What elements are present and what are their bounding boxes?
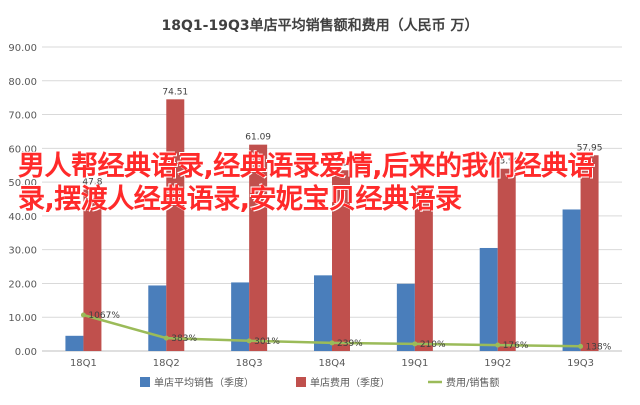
ratio-label: 383%: [171, 334, 197, 344]
y-tick-label: 90.00: [8, 43, 37, 54]
bar: [166, 99, 185, 351]
ratio-label: 138%: [586, 342, 612, 352]
bar: [148, 285, 167, 351]
ratio-point: [329, 340, 335, 346]
ratio-point: [495, 342, 501, 348]
x-tick-label: 19Q3: [567, 358, 594, 369]
y-tick-label: 80.00: [8, 77, 37, 88]
x-tick-label: 18Q4: [319, 358, 346, 369]
bar: [65, 335, 84, 351]
bar: [314, 275, 332, 351]
ratio-point: [578, 343, 584, 349]
bar: [332, 170, 350, 351]
legend-swatch: [296, 377, 306, 387]
ratio-label: 239%: [337, 339, 363, 349]
y-tick-label: 40.00: [8, 212, 37, 223]
bar-data-label: 74.51: [162, 87, 188, 97]
y-tick-label: 70.00: [8, 111, 37, 122]
y-tick-label: 60.00: [8, 144, 37, 155]
bar: [83, 189, 102, 351]
legend-swatch: [140, 377, 150, 387]
overlay-text: 男人帮经典语录,经典语录爱情,后来的我们经典语录,摆渡人经典语录,安妮宝贝经典语…: [18, 151, 595, 215]
bar-data-label: 57.95: [577, 143, 603, 153]
x-tick-label: 19Q2: [484, 358, 511, 369]
x-tick-label: 18Q1: [70, 358, 97, 369]
bar-data-label: 53.96: [494, 157, 520, 167]
bar: [396, 283, 415, 351]
legend-label: 单店费用（季度）: [310, 376, 390, 389]
y-tick-label: 20.00: [8, 279, 37, 290]
bar: [231, 282, 250, 351]
legend-label: 费用/销售额: [446, 376, 499, 389]
y-tick-label: 0.00: [15, 347, 37, 358]
x-tick-label: 18Q3: [236, 358, 263, 369]
ratio-label: 210%: [420, 340, 446, 350]
bar-data-label: 53.51: [328, 158, 354, 168]
bar-data-labels: 47.8 74.51 61.09 53.51 53.96 57.95: [82, 87, 602, 187]
x-tick-label: 18Q2: [153, 358, 180, 369]
ratio-point: [246, 338, 252, 344]
ratio-line: 1067% 383% 301% 239% 210% 176% 138%: [80, 311, 612, 352]
bar: [414, 188, 433, 351]
ratio-label: 176%: [503, 341, 529, 351]
ratio-label: 1067%: [88, 311, 120, 321]
legend-label: 单店平均销售（季度）: [154, 376, 254, 389]
y-tick-label: 10.00: [8, 313, 37, 324]
bar: [249, 144, 268, 351]
ratio-point: [163, 335, 169, 341]
chart-title: 18Q1-19Q3单店平均销售额和费用（人民币 万）: [162, 17, 479, 34]
bar-data-label: 47.8: [82, 178, 102, 188]
bar: [479, 247, 498, 351]
bars: [65, 99, 599, 351]
bar-data-label: 61.09: [245, 133, 271, 143]
ratio-label: 301%: [254, 337, 280, 347]
ratio-point: [412, 341, 418, 347]
x-tick-label: 19Q1: [401, 358, 428, 369]
bar: [580, 155, 599, 351]
ratio-point: [80, 312, 86, 318]
bar: [562, 209, 581, 351]
y-tick-label: 30.00: [8, 246, 37, 257]
y-tick-label: 50.00: [8, 178, 37, 189]
y-tick-labels: 0.00 10.00 20.00 30.00 40.00 50.00 60.00 70.00 8…: [8, 43, 37, 358]
x-tick-labels: 18Q1 18Q2 18Q3 18Q4 19Q1 19Q2 19Q3: [70, 358, 594, 369]
bar: [497, 168, 516, 351]
legend: 单店平均销售（季度） 单店费用（季度） 费用/销售额: [140, 376, 499, 389]
